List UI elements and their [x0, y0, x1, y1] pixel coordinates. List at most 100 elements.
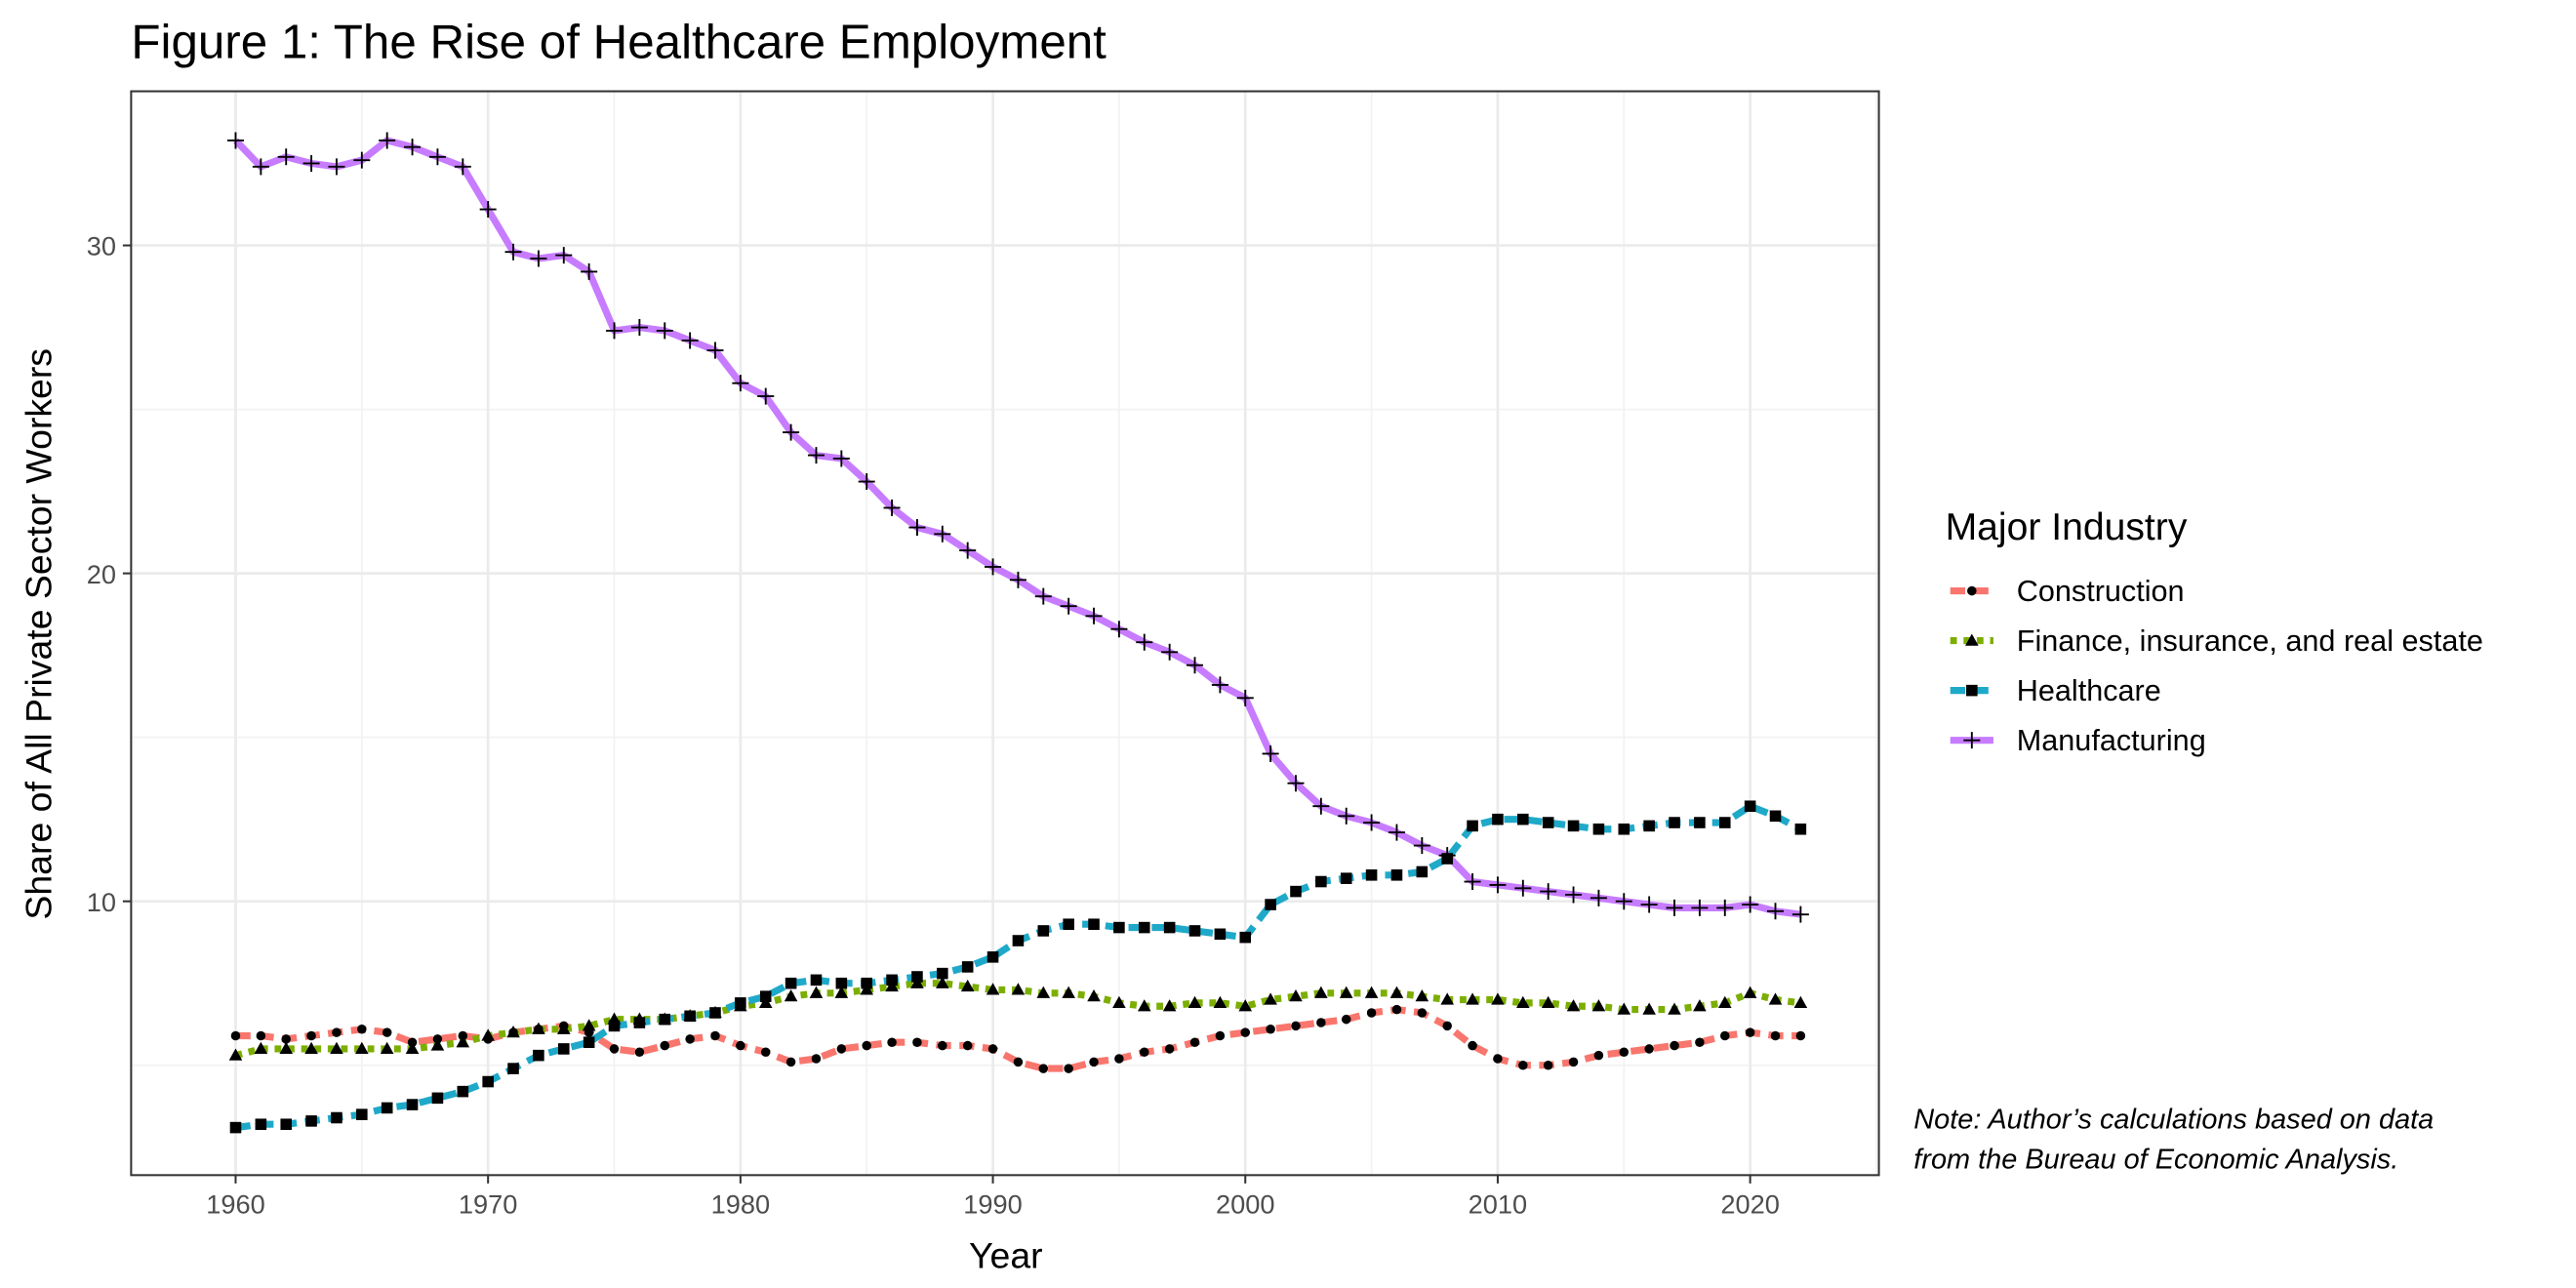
point — [1516, 995, 1530, 1008]
point — [1214, 928, 1227, 941]
point — [507, 1063, 519, 1074]
point — [732, 375, 749, 392]
point — [1110, 621, 1128, 638]
point — [1363, 814, 1381, 831]
point — [1668, 1002, 1681, 1015]
point — [356, 1108, 368, 1120]
point — [1213, 995, 1228, 1008]
point — [937, 967, 948, 980]
point — [355, 1041, 369, 1055]
point — [1417, 1008, 1428, 1018]
point — [785, 977, 797, 989]
x-tick-label: 1960 — [206, 1188, 265, 1219]
point — [1339, 986, 1353, 998]
x-axis-title: Year — [969, 1235, 1043, 1276]
point — [479, 201, 497, 219]
point — [1769, 810, 1782, 823]
point — [911, 971, 923, 983]
point — [328, 158, 345, 176]
point — [1187, 995, 1202, 1008]
point — [908, 519, 926, 537]
point — [1314, 986, 1328, 998]
legend-label: Healthcare — [2017, 674, 2161, 707]
point — [1140, 1047, 1149, 1058]
point — [1085, 607, 1103, 624]
point — [532, 1022, 545, 1034]
axes: 1960 1970 1980 1990 2000 2010 2020 10 20 30 — [87, 231, 1780, 1220]
legend-marker — [1967, 585, 1977, 596]
point — [1768, 992, 1783, 1005]
point — [1618, 823, 1630, 835]
point — [1464, 873, 1481, 891]
point — [304, 1041, 318, 1055]
point — [1466, 992, 1479, 1005]
point — [759, 990, 772, 1002]
point — [357, 1025, 367, 1034]
point — [1717, 995, 1732, 1008]
point — [1743, 986, 1757, 998]
point — [835, 977, 848, 989]
point — [1341, 1014, 1351, 1025]
point — [382, 1027, 392, 1037]
point — [332, 1027, 342, 1037]
point — [1693, 999, 1707, 1012]
markers — [226, 132, 1809, 923]
point — [1643, 820, 1655, 832]
point — [1565, 886, 1583, 904]
point — [1389, 986, 1404, 998]
point — [1391, 1004, 1402, 1015]
point — [784, 989, 798, 1002]
point — [832, 450, 850, 467]
legend-label: Finance, insurance, and real estate — [2017, 624, 2483, 658]
legend-marker — [1963, 732, 1981, 749]
point — [710, 1030, 720, 1041]
point — [353, 151, 371, 169]
point — [583, 1036, 595, 1048]
point — [1064, 1064, 1073, 1073]
point — [457, 1085, 469, 1098]
point — [608, 1020, 621, 1032]
point — [305, 1115, 317, 1127]
point — [379, 132, 396, 149]
point — [1034, 587, 1052, 605]
point — [961, 961, 974, 973]
point — [1189, 1037, 1200, 1047]
point — [1492, 813, 1504, 825]
point — [959, 542, 977, 559]
point — [987, 1044, 998, 1054]
x-tick-label: 2000 — [1216, 1188, 1275, 1219]
point — [1644, 1044, 1654, 1054]
legend: Major Industry Construction Finance, insu… — [1946, 506, 2483, 757]
point — [1239, 931, 1252, 944]
point — [883, 499, 901, 516]
point — [557, 1043, 570, 1055]
x-tick-label: 1990 — [963, 1188, 1023, 1219]
point — [836, 1044, 847, 1054]
point — [1114, 1054, 1124, 1064]
point — [1188, 925, 1201, 937]
point — [783, 423, 800, 441]
point — [634, 1047, 645, 1058]
point — [506, 1025, 520, 1038]
point — [1060, 597, 1077, 615]
point — [252, 158, 269, 176]
point — [809, 986, 824, 998]
point — [1236, 689, 1254, 706]
point — [1388, 824, 1405, 841]
point — [1211, 676, 1228, 694]
point — [1440, 992, 1455, 1005]
point — [1262, 745, 1279, 762]
point — [406, 1099, 419, 1110]
point — [1694, 817, 1706, 828]
point — [228, 1048, 243, 1061]
point — [861, 977, 872, 989]
point — [1291, 1021, 1301, 1031]
point — [986, 983, 1000, 995]
point — [1416, 865, 1429, 878]
point — [1415, 989, 1429, 1002]
point — [230, 1030, 241, 1041]
point — [1265, 899, 1276, 910]
point — [1013, 1057, 1024, 1067]
point — [1011, 983, 1026, 995]
